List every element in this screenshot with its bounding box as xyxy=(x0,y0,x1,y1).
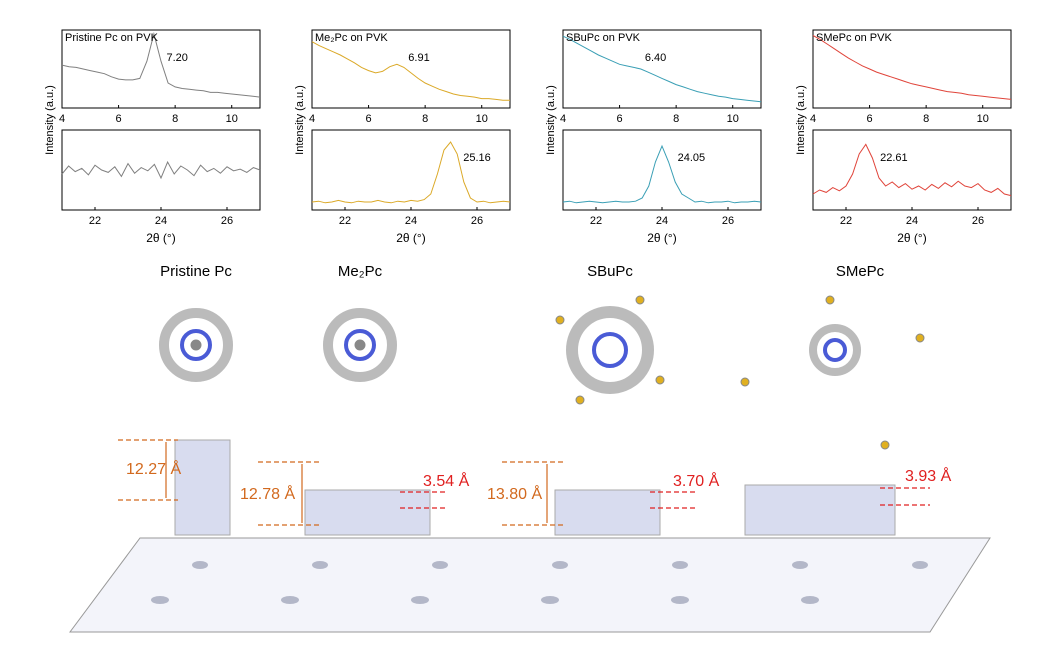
x-tick-label: 24 xyxy=(155,215,167,227)
x-axis-label: 2θ (°) xyxy=(146,231,175,245)
x-axis-label: 2θ (°) xyxy=(897,231,926,245)
x-tick-label: 4 xyxy=(560,113,566,125)
plot-frame xyxy=(812,29,1012,109)
plot-frame xyxy=(562,129,762,211)
peak-label: 22.61 xyxy=(880,152,908,164)
stacking-markers xyxy=(400,487,930,509)
x-tick-label: 24 xyxy=(656,215,668,227)
spacing-label: 3.54 Å xyxy=(423,471,470,490)
y-axis-label: Intensity (a.u.) xyxy=(44,85,56,155)
x-axis-label: 2θ (°) xyxy=(396,231,425,245)
chart-title: Me₂Pc on PVK xyxy=(315,32,388,44)
spacing-label: 12.78 Å xyxy=(240,484,295,503)
spacing-label: 13.80 Å xyxy=(487,484,542,503)
x-tick-label: 6 xyxy=(617,113,623,125)
x-tick-label: 22 xyxy=(89,215,101,227)
x-tick-label: 24 xyxy=(405,215,417,227)
molecule-label: Me₂Pc xyxy=(338,263,383,280)
peak-label: 6.40 xyxy=(645,52,666,64)
x-tick-label: 10 xyxy=(727,113,739,125)
xrd-line xyxy=(812,35,1012,100)
peak-label: 24.05 xyxy=(678,152,706,164)
x-tick-label: 8 xyxy=(422,113,428,125)
molecule-label: Pristine Pc xyxy=(160,263,232,280)
molecule-illustrations xyxy=(159,295,925,450)
peak-label: 6.91 xyxy=(408,52,429,64)
xrd-line xyxy=(311,141,511,204)
x-tick-label: 10 xyxy=(226,113,238,125)
x-tick-label: 10 xyxy=(476,113,488,125)
spacing-label: 3.93 Å xyxy=(905,466,952,485)
x-tick-label: 26 xyxy=(221,215,233,227)
x-tick-label: 4 xyxy=(810,113,816,125)
spacing-label: 12.27 Å xyxy=(126,459,181,478)
molecule-label: SBuPc xyxy=(587,263,633,280)
peak-label: 25.16 xyxy=(463,152,491,164)
plot-frame xyxy=(562,29,762,109)
x-tick-label: 24 xyxy=(906,215,918,227)
x-tick-label: 22 xyxy=(339,215,351,227)
plot-frame xyxy=(812,129,1012,211)
xrd-line xyxy=(61,31,261,98)
xrd-line xyxy=(562,35,762,103)
x-axis-label: 2θ (°) xyxy=(647,231,676,245)
chart-title: SBuPc on PVK xyxy=(566,32,641,44)
substrate-pattern xyxy=(151,561,928,604)
plot-frame xyxy=(311,129,511,211)
xrd-line xyxy=(812,143,1012,197)
x-tick-label: 26 xyxy=(972,215,984,227)
x-tick-label: 8 xyxy=(673,113,679,125)
x-tick-label: 6 xyxy=(366,113,372,125)
spacing-label: 3.70 Å xyxy=(673,471,720,490)
substrate xyxy=(69,537,991,633)
x-tick-label: 6 xyxy=(116,113,122,125)
y-axis-label: Intensity (a.u.) xyxy=(294,85,306,155)
x-tick-label: 4 xyxy=(309,113,315,125)
plot-frame xyxy=(311,29,511,109)
x-tick-label: 26 xyxy=(722,215,734,227)
xrd-line xyxy=(311,41,510,101)
x-tick-label: 22 xyxy=(590,215,602,227)
y-axis-label: Intensity (a.u.) xyxy=(545,85,557,155)
x-tick-label: 10 xyxy=(977,113,989,125)
x-tick-label: 6 xyxy=(867,113,873,125)
x-tick-label: 8 xyxy=(172,113,178,125)
stacks xyxy=(174,439,896,536)
spacing-markers xyxy=(118,439,565,526)
x-tick-label: 4 xyxy=(59,113,65,125)
y-axis-label: Intensity (a.u.) xyxy=(795,85,807,155)
peak-label: 7.20 xyxy=(167,52,188,64)
x-tick-label: 8 xyxy=(923,113,929,125)
chart-title: Pristine Pc on PVK xyxy=(65,32,159,44)
molecule-label: SMePc xyxy=(836,263,885,280)
x-tick-label: 22 xyxy=(840,215,852,227)
plot-frame xyxy=(61,29,261,109)
xrd-line xyxy=(61,160,261,180)
chart-title: SMePc on PVK xyxy=(816,32,892,44)
x-tick-label: 26 xyxy=(471,215,483,227)
xrd-line xyxy=(562,144,762,204)
